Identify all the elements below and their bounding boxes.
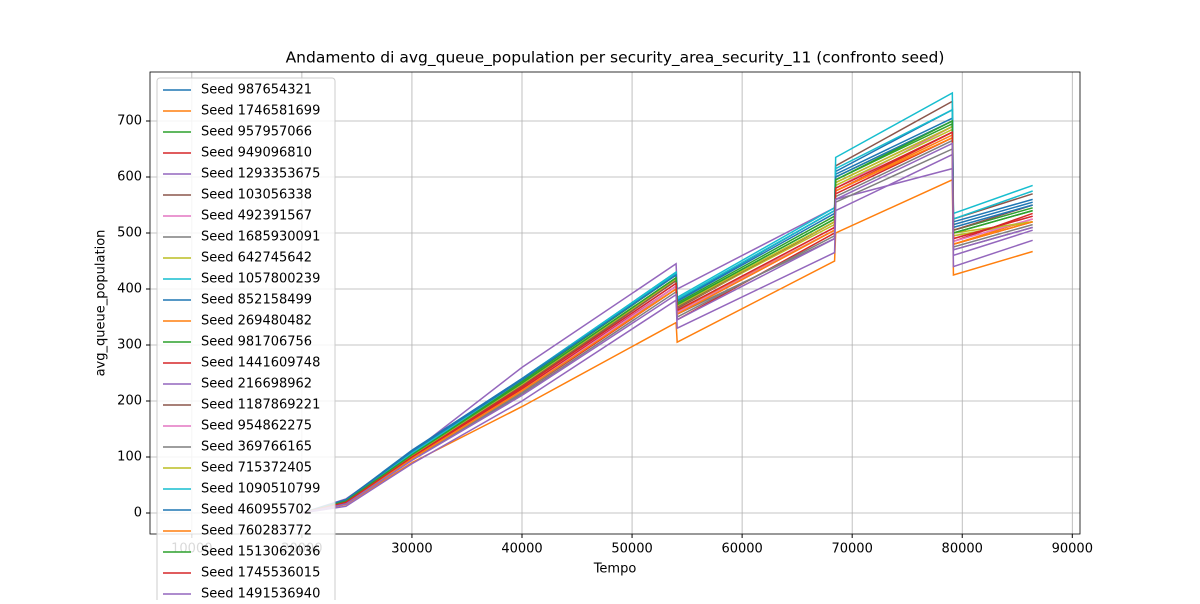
y-tick-label: 600 (117, 170, 142, 185)
legend-label: Seed 954862275 (201, 419, 312, 434)
legend-label: Seed 369766165 (201, 440, 312, 455)
x-tick-label: 40000 (501, 542, 542, 557)
legend-box (156, 77, 336, 604)
legend-label: Seed 1187869221 (201, 398, 320, 413)
legend-label: Seed 1491536940 (201, 587, 320, 601)
legend-label: Seed 492391567 (201, 209, 312, 224)
y-tick-label: 500 (117, 226, 142, 241)
legend-label: Seed 1745536015 (201, 566, 320, 581)
y-tick-label: 0 (134, 506, 142, 521)
series-line (301, 119, 1033, 514)
x-axis-label: Tempo (593, 562, 637, 577)
legend-label: Seed 460955702 (201, 503, 312, 518)
legend-label: Seed 981706756 (201, 335, 312, 350)
legend-label: Seed 715372405 (201, 461, 312, 476)
legend-label: Seed 269480482 (201, 314, 312, 329)
x-tick-label: 70000 (831, 542, 872, 557)
legend-label: Seed 1746581699 (201, 104, 320, 119)
legend-label: Seed 1057800239 (201, 272, 320, 287)
series-line (301, 142, 1033, 514)
x-tick-label: 50000 (611, 542, 652, 557)
legend-label: Seed 760283772 (201, 524, 312, 539)
x-tick-label: 60000 (721, 542, 762, 557)
legend-label: Seed 957957066 (201, 125, 312, 140)
y-tick-label: 100 (117, 450, 142, 465)
legend: Seed 987654321 Seed 1746581699 Seed 957957… (156, 77, 336, 604)
legend-label: Seed 216698962 (201, 377, 312, 392)
legend-label: Seed 987654321 (201, 83, 312, 98)
legend-label: Seed 1441609748 (201, 356, 320, 371)
x-tick-label: 90000 (1052, 542, 1093, 557)
y-tick-label: 300 (117, 338, 142, 353)
legend-label: Seed 642745642 (201, 251, 312, 266)
axes-frame (149, 71, 1081, 535)
legend-label: Seed 1685930091 (201, 230, 320, 245)
legend-label: Seed 852158499 (201, 293, 312, 308)
y-axis-label: avg_queue_population (94, 230, 109, 377)
legend-label: Seed 1293353675 (201, 167, 320, 182)
legend-label: Seed 1513062036 (201, 545, 320, 560)
series-line (301, 178, 1033, 514)
plot-area (301, 91, 1033, 514)
x-tick-label: 80000 (942, 542, 983, 557)
legend-label: Seed 949096810 (201, 146, 312, 161)
y-tick-label: 700 (117, 114, 142, 129)
y-tick-label: 200 (117, 394, 142, 409)
x-tick-label: 30000 (391, 542, 432, 557)
legend-label: Seed 1090510799 (201, 482, 320, 497)
legend-label: Seed 103056338 (201, 188, 312, 203)
chart-title: Andamento di avg_queue_population per se… (286, 49, 945, 68)
y-tick-label: 400 (117, 282, 142, 297)
